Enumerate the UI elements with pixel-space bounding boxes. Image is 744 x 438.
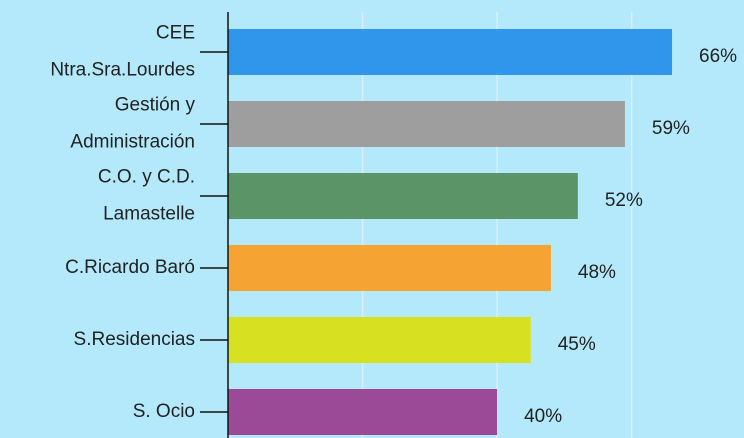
bar bbox=[228, 317, 531, 363]
value-label: 66% bbox=[699, 46, 737, 67]
bar bbox=[228, 245, 551, 291]
bar bbox=[228, 29, 673, 75]
bar bbox=[228, 101, 625, 147]
bar bbox=[228, 173, 578, 219]
value-label: 48% bbox=[578, 262, 616, 283]
y-tick-label: S. Ocio bbox=[133, 401, 195, 422]
value-label: 45% bbox=[558, 334, 596, 355]
value-label: 52% bbox=[605, 190, 643, 211]
value-label: 59% bbox=[652, 118, 690, 139]
y-tick-label: CEE Ntra.Sra.Lourdes bbox=[50, 23, 195, 81]
y-tick-label: C.O. y C.D. Lamastelle bbox=[98, 167, 195, 225]
y-tick-label: Gestión y Administración bbox=[70, 95, 195, 153]
bar bbox=[228, 389, 498, 435]
value-label: 40% bbox=[524, 406, 562, 427]
y-tick-label: S.Residencias bbox=[74, 329, 195, 350]
y-tick-label: C.Ricardo Baró bbox=[65, 257, 195, 278]
